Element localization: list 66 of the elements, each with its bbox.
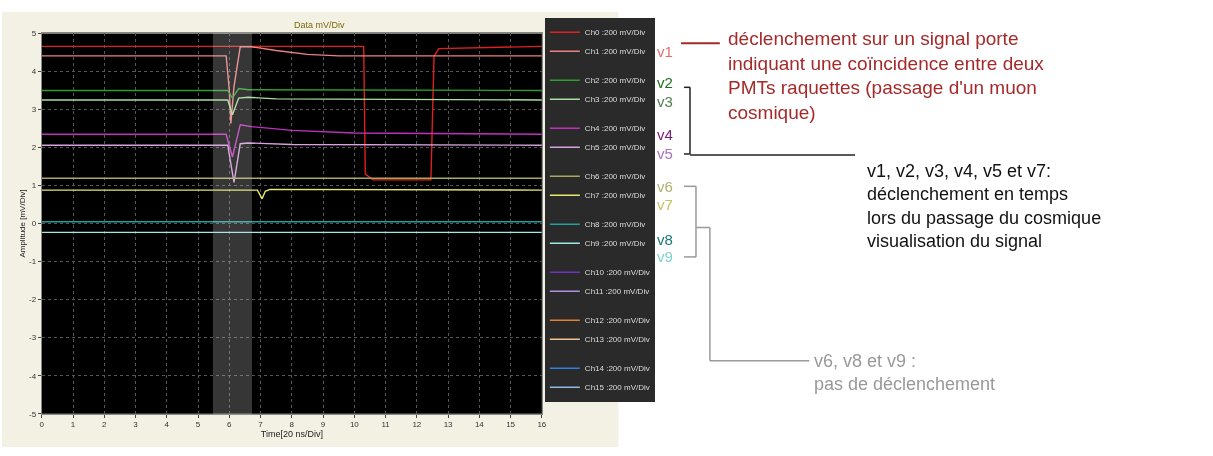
x-tick-label: 16 [537, 420, 547, 430]
x-tick-label: 9 [320, 420, 326, 430]
x-tick-label: 8 [289, 420, 295, 430]
x-tick-label: 5 [195, 420, 201, 430]
line-series [41, 123, 542, 158]
line-series [41, 188, 542, 200]
y-tick-label: 0 [31, 219, 37, 229]
line-series [41, 87, 542, 99]
chart-title: Data mV/Div [294, 20, 346, 30]
legend-label: Ch14 :200 mV/Div [584, 364, 650, 374]
y-tick-label: 1 [31, 181, 37, 191]
legend-label: Ch0 :200 mV/Div [584, 28, 646, 38]
y-tick-label: -3 [29, 333, 37, 343]
legend-label: Ch10 :200 mV/Div [584, 268, 650, 278]
x-tick-label: 14 [474, 420, 485, 430]
x-tick-label: 0 [39, 420, 45, 430]
y-tick-label: 3 [31, 105, 37, 115]
x-tick-label: 15 [506, 420, 516, 430]
y-tick-label: -1 [29, 257, 37, 267]
legend-label: Ch3 :200 mV/Div [584, 95, 646, 105]
text: déclenchement sur un signal porte indiquant une coïncidence entre deux PMTs raquettes (passage d'un muon cosmique) [728, 28, 1045, 124]
text: v6, v8 et v9 : pas de déclenchement [814, 351, 996, 395]
x-tick-label: 2 [102, 420, 108, 430]
legend-label: Ch12 :200 mV/Div [584, 316, 650, 326]
line-series [41, 142, 542, 184]
y-tick-label: -4 [29, 371, 37, 381]
y-tick-label: -2 [29, 295, 37, 305]
legend-label: Ch4 :200 mV/Div [584, 124, 646, 134]
x-tick-label: 13 [443, 420, 454, 430]
y-tick-label: -5 [29, 409, 37, 419]
text: v6 [657, 178, 673, 195]
text: v2 [657, 74, 673, 91]
x-tick-label: 4 [164, 420, 170, 430]
x-axis-title: Time[20 ns/Div] [260, 429, 323, 440]
text: v5 [657, 145, 673, 162]
legend-label: Ch5 :200 mV/Div [584, 143, 646, 153]
legend-label: Ch13 :200 mV/Div [584, 335, 650, 345]
text: v4 [657, 126, 673, 143]
y-axis-title: Amplitude [mV/Div] [17, 189, 27, 258]
text: v9 [657, 248, 673, 265]
text: v7 [657, 196, 673, 213]
x-tick-label: 6 [227, 420, 233, 430]
x-tick-label: 12 [412, 420, 422, 430]
legend-label: Ch9 :200 mV/Div [584, 239, 646, 249]
y-tick-label: 4 [31, 67, 37, 77]
text: v1, v2, v3, v4, v5 et v7: déclenchement en temps lors du passage du cosmique visualisation du signal [867, 161, 1102, 252]
legend-label: Ch15 :200 mV/Div [584, 383, 650, 393]
legend-label: Ch7 :200 mV/Div [584, 191, 646, 201]
legend-label: Ch11 :200 mV/Div [584, 287, 650, 297]
x-tick-label: 10 [349, 420, 360, 430]
x-tick-label: 3 [133, 420, 139, 430]
x-tick-label: 1 [70, 420, 76, 430]
legend-label: Ch1 :200 mV/Div [584, 47, 646, 57]
text: v3 [657, 93, 673, 110]
x-tick-label: 7 [258, 420, 264, 430]
y-tick-label: 2 [31, 143, 37, 153]
legend-label: Ch8 :200 mV/Div [584, 220, 646, 230]
legend-label: Ch6 :200 mV/Div [584, 172, 646, 182]
line-series [41, 45, 542, 181]
line-series [41, 46, 542, 125]
legend-label: Ch2 :200 mV/Div [584, 76, 646, 86]
text: v8 [657, 231, 673, 248]
line-series [41, 96, 542, 116]
text: v1 [657, 43, 673, 60]
x-tick-label: 11 [381, 420, 391, 430]
y-tick-label: 5 [31, 29, 37, 39]
